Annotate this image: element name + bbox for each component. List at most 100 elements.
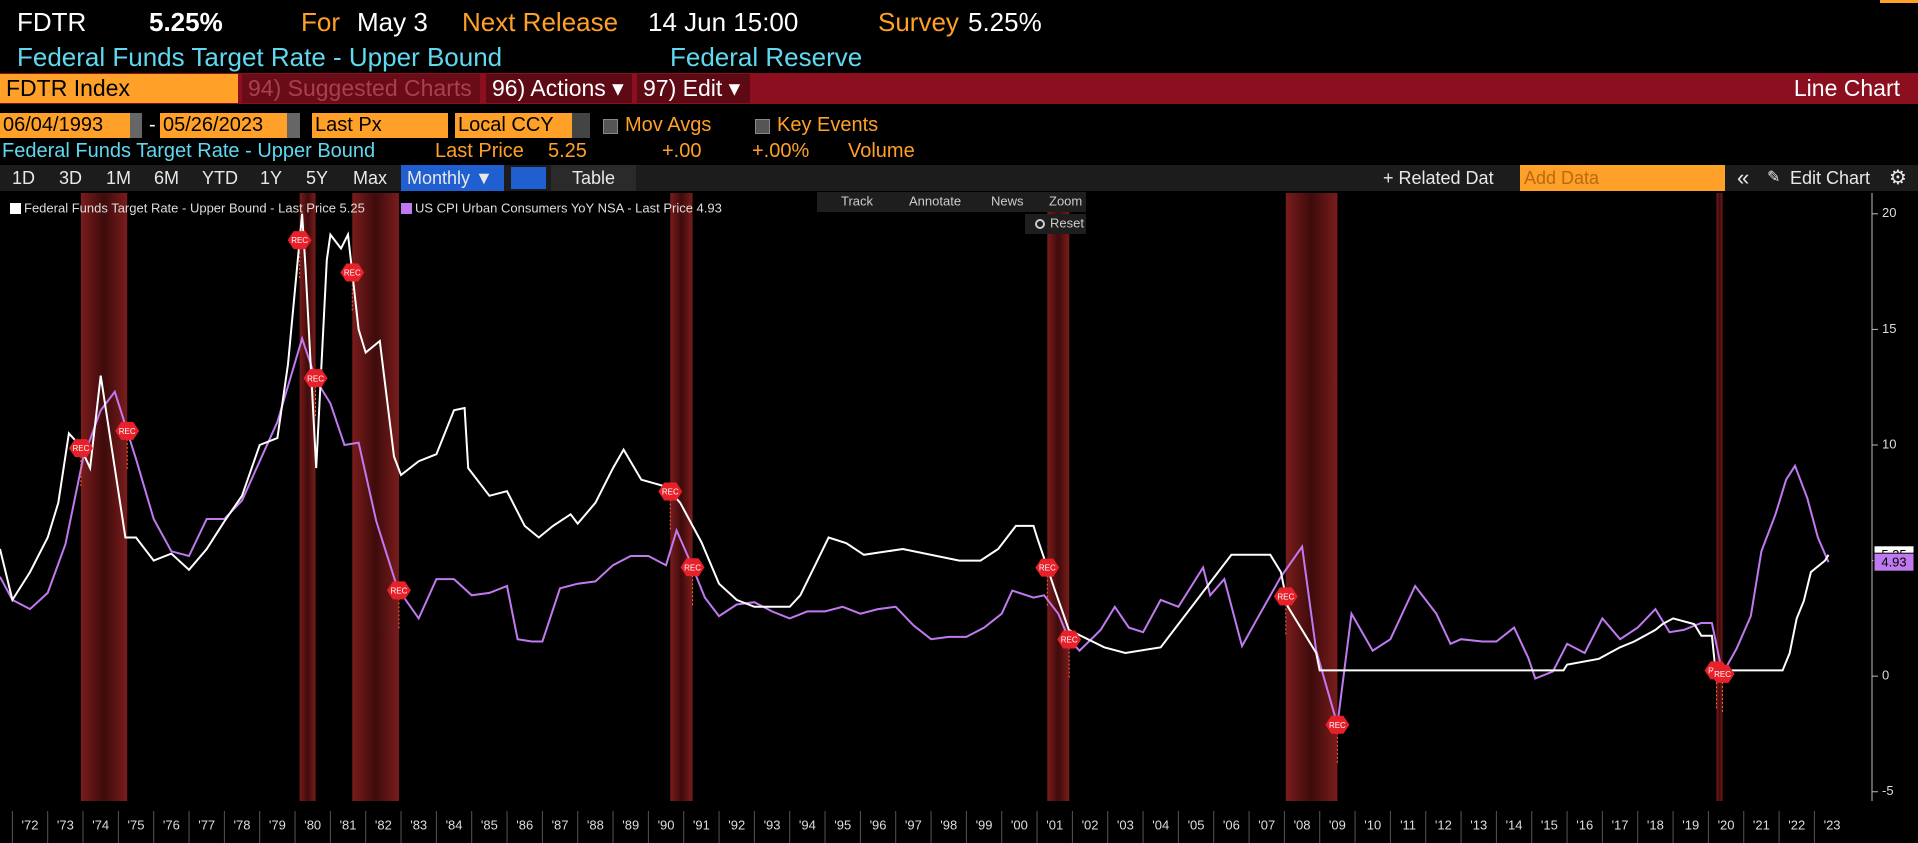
event-icon xyxy=(1710,664,1735,683)
collapse-icon[interactable]: « xyxy=(1737,165,1750,190)
range-button[interactable]: 5Y xyxy=(306,168,329,188)
pencil-icon[interactable]: ✎ xyxy=(1767,169,1781,186)
x-tick-label: '84 xyxy=(446,817,463,832)
series-line xyxy=(0,213,1830,672)
range-button[interactable]: YTD xyxy=(202,168,238,188)
recession-band xyxy=(1285,193,1338,801)
event-icon xyxy=(1057,630,1082,649)
change-pct: +.00% xyxy=(752,140,810,162)
event-icon xyxy=(1273,587,1298,606)
related-data[interactable]: + Related Dat xyxy=(1383,168,1494,188)
event-label: REC xyxy=(390,586,407,595)
last-value: 5.25 xyxy=(548,140,587,162)
end-date[interactable]: 05/26/2023 xyxy=(160,113,287,138)
event-icon xyxy=(680,558,705,577)
range-button[interactable]: 3D xyxy=(59,168,83,188)
event-label: REC xyxy=(1714,670,1731,679)
last-value-label: 4.93 xyxy=(1881,555,1906,570)
edit-chart[interactable]: Edit Chart xyxy=(1790,168,1871,188)
recession-band xyxy=(1047,193,1070,801)
range-button[interactable]: Max xyxy=(353,168,388,188)
event-marker: REC xyxy=(680,558,705,608)
event-marker: REC xyxy=(115,421,140,471)
x-tick-label: '85 xyxy=(481,817,498,832)
series-name: Federal Funds Target Rate - Upper Bound xyxy=(2,140,376,162)
x-tick-label: '74 xyxy=(92,817,109,832)
calendar-icon[interactable] xyxy=(130,113,142,138)
survey-value: 5.25% xyxy=(968,7,1042,37)
x-tick-label: '19 xyxy=(1682,817,1699,832)
x-tick-label: '95 xyxy=(834,817,851,832)
x-tick-label: '02 xyxy=(1082,817,1099,832)
key-events[interactable]: Key Events xyxy=(777,114,879,136)
range-button[interactable]: 1D xyxy=(12,168,36,188)
x-tick-label: '21 xyxy=(1753,817,1770,832)
volume-label: Volume xyxy=(848,140,915,162)
mov-avgs[interactable]: Mov Avgs xyxy=(625,114,712,136)
x-tick-label: '73 xyxy=(57,817,74,832)
legend-swatch xyxy=(10,203,21,214)
tool-button[interactable]: Annotate xyxy=(909,193,961,208)
event-marker: REC xyxy=(1710,664,1735,714)
actions-menu[interactable]: 96) Actions ▾ xyxy=(486,74,632,103)
x-tick-label: '00 xyxy=(1011,817,1028,832)
range-button[interactable]: 6M xyxy=(154,168,180,188)
start-date[interactable]: 06/04/1993 xyxy=(0,113,130,138)
next-release-label: Next Release xyxy=(462,7,619,37)
reset-button[interactable]: Reset xyxy=(1050,215,1084,230)
y-tick-label: -5 xyxy=(1882,783,1894,798)
x-tick-label: '08 xyxy=(1294,817,1311,832)
add-data[interactable]: Add Data xyxy=(1520,165,1725,191)
range-button[interactable]: 1Y xyxy=(260,168,283,188)
chart-type-icon[interactable] xyxy=(511,167,546,189)
gear-icon[interactable]: ⚙ xyxy=(1889,167,1907,189)
x-tick-label: '81 xyxy=(340,817,357,832)
tool-button[interactable]: Zoom xyxy=(1049,193,1082,208)
legend-label: US CPI Urban Consumers YoY NSA - Last Pr… xyxy=(415,200,722,215)
recession-band xyxy=(299,193,316,801)
checkbox[interactable] xyxy=(755,119,770,134)
dropdown-arrow[interactable] xyxy=(572,113,590,138)
event-label: REC xyxy=(344,269,361,278)
x-tick-label: '80 xyxy=(304,817,321,832)
x-tick-label: '99 xyxy=(976,817,993,832)
tool-button[interactable]: News xyxy=(991,193,1024,208)
x-tick-label: '01 xyxy=(1046,817,1063,832)
recession-band xyxy=(670,193,693,801)
x-tick-label: '06 xyxy=(1223,817,1240,832)
x-tick-label: '11 xyxy=(1400,817,1416,832)
suggested-charts[interactable]: 94) Suggested Charts xyxy=(242,74,480,103)
event-icon xyxy=(68,439,93,458)
x-tick-label: '77 xyxy=(198,817,215,832)
checkbox[interactable] xyxy=(603,119,618,134)
range-button[interactable]: 1M xyxy=(106,168,132,188)
event-icon xyxy=(303,369,328,388)
event-icon xyxy=(340,263,365,282)
period-select[interactable]: Monthly ▼ xyxy=(401,165,504,191)
security-field[interactable]: FDTR Index xyxy=(0,74,238,103)
event-icon xyxy=(658,482,683,501)
event-icon xyxy=(287,231,312,250)
currency-select[interactable]: Local CCY xyxy=(455,113,572,138)
field-select[interactable]: Last Px xyxy=(312,113,448,138)
x-tick-label: '98 xyxy=(940,817,957,832)
x-tick-label: '97 xyxy=(905,817,922,832)
x-tick-label: '12 xyxy=(1435,817,1452,832)
price: 5.25% xyxy=(149,7,223,37)
table-button[interactable]: Table xyxy=(551,165,636,191)
x-tick-label: '86 xyxy=(516,817,533,832)
source: Federal Reserve xyxy=(670,42,863,72)
recession-band xyxy=(80,193,128,801)
next-release-date: 14 Jun 15:00 xyxy=(648,7,799,37)
calendar-icon[interactable] xyxy=(287,113,300,138)
event-marker: REC xyxy=(1035,558,1060,608)
legend-label: Federal Funds Target Rate - Upper Bound … xyxy=(24,200,365,215)
event-marker: REC xyxy=(287,231,312,281)
edit-menu[interactable]: 97) Edit ▾ xyxy=(637,74,750,103)
x-tick-label: '14 xyxy=(1506,817,1523,832)
series-line xyxy=(0,335,1830,725)
event-marker: REC xyxy=(1325,715,1350,765)
x-tick-label: '13 xyxy=(1470,817,1487,832)
tool-button[interactable]: Track xyxy=(841,193,874,208)
event-icon xyxy=(1035,558,1060,577)
